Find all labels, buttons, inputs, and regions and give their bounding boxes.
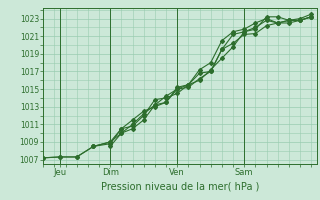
X-axis label: Pression niveau de la mer( hPa ): Pression niveau de la mer( hPa ) [101,181,259,191]
